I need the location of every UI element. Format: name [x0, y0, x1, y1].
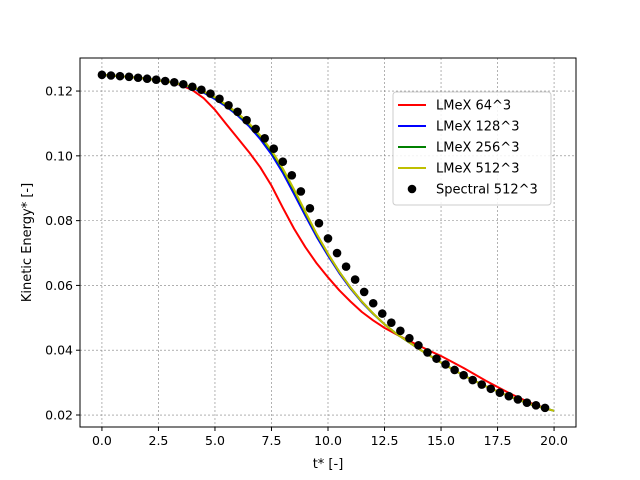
legend-label-lmex-256-3: LMeX 256^3 — [436, 141, 519, 156]
data-point-spectral-512-3 — [151, 75, 161, 85]
data-point-spectral-512-3 — [106, 71, 116, 80]
legend-box — [392, 91, 552, 206]
data-point-spectral-512-3 — [414, 341, 423, 350]
data-point-spectral-512-3 — [160, 76, 170, 86]
x-axis: 0.0 2.5 5.0 7.5 10.0 12.5 15.0 17.5 20.0 — [92, 427, 568, 448]
legend-label-spectral-512-3: Spectral 512^3 — [436, 183, 538, 198]
legend-label-lmex-64-3: LMeX 64^3 — [436, 99, 511, 114]
data-point-spectral-512-3 — [287, 170, 297, 180]
data-point-spectral-512-3 — [188, 82, 197, 92]
x-tick-label: 5.0 — [205, 433, 225, 448]
data-point-spectral-512-3 — [495, 388, 505, 397]
x-tick-label: 0.0 — [92, 433, 112, 448]
data-point-spectral-512-3 — [332, 248, 342, 258]
x-tick-label: 20.0 — [540, 433, 568, 448]
data-point-spectral-512-3 — [124, 72, 134, 82]
x-tick-label: 7.5 — [262, 433, 282, 448]
data-point-spectral-512-3 — [233, 107, 242, 117]
data-point-spectral-512-3 — [278, 157, 288, 166]
y-tick-label: 0.04 — [45, 343, 73, 358]
data-point-spectral-512-3 — [386, 318, 396, 327]
y-tick-label: 0.08 — [45, 213, 73, 228]
data-point-spectral-512-3 — [450, 365, 459, 375]
x-tick-label: 15.0 — [427, 433, 455, 448]
series-line-lmex-64-3 — [101, 73, 550, 411]
y-tick-label: 0.02 — [45, 408, 73, 423]
data-point-spectral-512-3 — [377, 309, 387, 318]
data-point-spectral-512-3 — [396, 326, 405, 336]
data-point-spectral-512-3 — [115, 71, 125, 81]
data-point-spectral-512-3 — [405, 333, 414, 343]
data-point-spectral-512-3 — [323, 234, 333, 243]
data-point-spectral-512-3 — [142, 74, 152, 84]
data-point-spectral-512-3 — [423, 348, 432, 357]
x-tick-label: 12.5 — [371, 433, 399, 448]
data-point-spectral-512-3 — [179, 79, 188, 89]
legend-label-lmex-128-3: LMeX 128^3 — [436, 120, 519, 135]
legend: LMeX 64^3 LMeX 128^3 LMeX 256^3 LMeX 512^3 S… — [392, 91, 552, 206]
data-point-spectral-512-3 — [169, 77, 179, 87]
data-point-spectral-512-3 — [459, 370, 468, 380]
data-point-spectral-512-3 — [269, 144, 279, 154]
data-point-spectral-512-3 — [432, 354, 441, 363]
data-point-spectral-512-3 — [477, 380, 487, 389]
data-point-spectral-512-3 — [368, 298, 378, 308]
data-point-spectral-512-3 — [359, 287, 369, 297]
data-point-spectral-512-3 — [504, 391, 514, 401]
y-tick-label: 0.10 — [45, 148, 73, 163]
data-point-spectral-512-3 — [522, 398, 532, 408]
x-axis-label: t* [-] — [313, 457, 344, 472]
data-point-spectral-512-3 — [305, 204, 315, 213]
y-tick-label: 0.06 — [45, 278, 73, 293]
data-point-spectral-512-3 — [341, 262, 351, 271]
series-layer — [97, 70, 555, 413]
data-point-spectral-512-3 — [133, 73, 143, 83]
data-point-spectral-512-3 — [215, 94, 224, 104]
legend-swatch-spectral-512-3 — [407, 184, 417, 194]
data-point-spectral-512-3 — [468, 375, 477, 385]
data-point-spectral-512-3 — [260, 134, 270, 143]
x-tick-label: 2.5 — [149, 433, 169, 448]
y-axis-label: Kinetic Energy* [-] — [20, 183, 35, 302]
data-point-spectral-512-3 — [296, 187, 306, 196]
data-point-spectral-512-3 — [314, 218, 324, 228]
data-point-spectral-512-3 — [350, 275, 360, 284]
data-point-spectral-512-3 — [441, 360, 450, 369]
y-axis: 0.02 0.04 0.06 0.08 0.10 0.12 — [45, 84, 80, 423]
y-tick-label: 0.12 — [45, 84, 73, 99]
data-point-spectral-512-3 — [242, 115, 251, 125]
legend-label-lmex-512-3: LMeX 512^3 — [436, 162, 519, 177]
data-point-spectral-512-3 — [531, 400, 541, 410]
data-point-spectral-512-3 — [486, 384, 496, 394]
x-tick-label: 10.0 — [314, 433, 342, 448]
data-point-spectral-512-3 — [97, 70, 107, 80]
data-point-spectral-512-3 — [251, 124, 260, 134]
data-point-spectral-512-3 — [513, 395, 523, 404]
data-point-spectral-512-3 — [206, 89, 215, 98]
x-tick-label: 17.5 — [484, 433, 512, 448]
data-point-spectral-512-3 — [197, 85, 206, 95]
data-point-spectral-512-3 — [224, 100, 233, 110]
data-point-spectral-512-3 — [540, 403, 550, 413]
